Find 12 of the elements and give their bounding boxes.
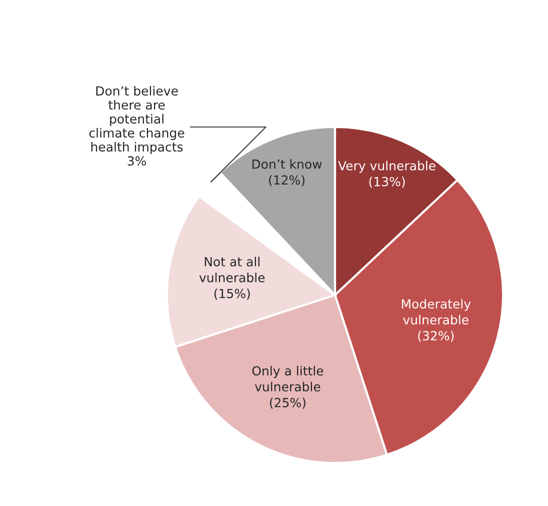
slice-label: Very vulnerable xyxy=(338,160,436,173)
data-label: (25%) xyxy=(270,398,306,409)
data-label: (32%) xyxy=(418,330,454,342)
slice-label: Don’t believe there are potential climate change health impacts xyxy=(89,86,184,154)
data-label: (12%) xyxy=(269,175,304,186)
slice-label: Only a little vulnerable xyxy=(252,366,324,392)
data-label: 3% xyxy=(128,156,146,166)
slice-label: Don’t know xyxy=(252,159,322,169)
data-label: (13%) xyxy=(369,176,405,188)
data-label: (15%) xyxy=(214,288,250,300)
slice-label: Not at all vulnerable xyxy=(199,256,265,282)
slice-label: Moderately vulnerable xyxy=(402,298,471,325)
